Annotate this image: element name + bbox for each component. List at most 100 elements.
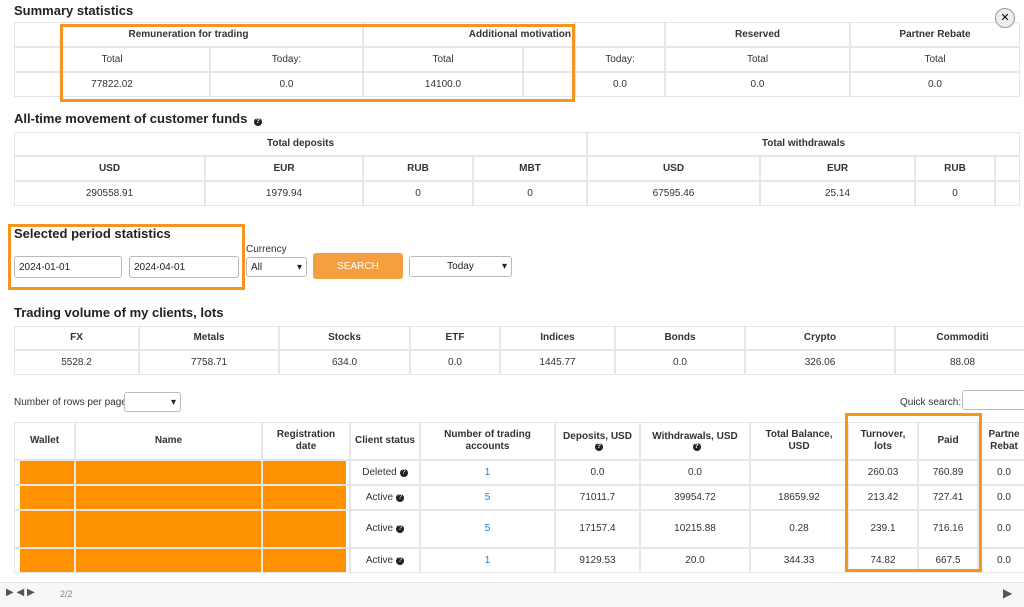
help-icon[interactable]: ? [399, 468, 408, 477]
value-cell-text: 0.0 [928, 78, 942, 90]
table-cell-text: 213.42 [867, 491, 899, 503]
group-header-text: Additional motivation [468, 28, 571, 40]
pager-buttons[interactable]: ▶ ◀ ▶ [6, 587, 35, 598]
value-cell: 0.0 [850, 72, 1020, 97]
table-cell: 0.0 [640, 460, 750, 485]
table-cell-text: 716.16 [932, 523, 964, 534]
range-select[interactable]: Today ▾ [409, 256, 512, 277]
table-cell-text: 18659.92 [778, 491, 820, 503]
table-cell-text: Deleted [362, 466, 397, 478]
value-cell: 0.0 [410, 350, 500, 375]
column-header-text: Partne Rebat [988, 429, 1020, 452]
volume-header: Bonds [615, 326, 745, 350]
table-cell [14, 460, 75, 485]
value-cell-text: 0.0 [279, 78, 294, 90]
subheader-text: Total [101, 53, 123, 65]
table-cell-text: 10215.88 [674, 523, 716, 534]
group-header [575, 22, 665, 47]
help-icon[interactable]: ? [396, 493, 405, 502]
next-button[interactable]: ▶ [1003, 586, 1013, 600]
date-to[interactable]: 2024-04-01 [129, 256, 239, 278]
value-cell-text: 0 [415, 187, 421, 199]
value-cell-text: 1445.77 [539, 356, 576, 368]
table-cell: 18659.92 [750, 485, 848, 510]
group-header-text: Remuneration for trading [128, 28, 249, 40]
table-cell: 0.0 [555, 460, 640, 485]
currency-header: RUB [363, 156, 473, 181]
value-cell: 77822.02 [14, 72, 210, 97]
table-cell-text: 0.0 [997, 554, 1011, 566]
period-title: Selected period statistics [14, 226, 171, 241]
table-cell [14, 548, 75, 573]
table-cell-text: 0.0 [997, 523, 1011, 534]
rows-per-page-select[interactable]: ▾ [124, 392, 181, 412]
column-header-text: Wallet [29, 435, 60, 446]
group-header-text: Reserved [734, 28, 781, 40]
subheader-text: Today: [605, 53, 635, 65]
value-cell [995, 181, 1020, 206]
table-cell-text: 239.1 [870, 523, 896, 534]
accounts-link[interactable]: 1 [420, 548, 555, 573]
search-button[interactable]: SEARCH [313, 253, 403, 279]
value-cell-text: 14100.0 [424, 78, 462, 90]
currency-header: USD [587, 156, 760, 181]
table-cell-text: 9129.53 [579, 554, 616, 566]
subheader: Total [850, 47, 1020, 72]
date-from[interactable]: 2024-01-01 [14, 256, 122, 278]
table-cell [75, 485, 262, 510]
table-cell-text: 0.0 [590, 466, 605, 478]
table-cell [750, 460, 848, 485]
accounts-link[interactable]: 5 [420, 485, 555, 510]
value-cell: 0 [915, 181, 995, 206]
value-cell-text: 326.06 [804, 356, 836, 368]
quick-search-input[interactable] [962, 390, 1024, 410]
help-icon[interactable]: ? [396, 556, 405, 565]
value-cell-text: 77822.02 [91, 78, 133, 90]
currency-header: EUR [205, 156, 363, 181]
help-icon[interactable]: ? [253, 118, 262, 126]
group-header: Total withdrawals [587, 132, 1020, 156]
table-cell [75, 548, 262, 573]
subheader: Total [14, 47, 210, 72]
column-header-text: Paid [937, 435, 959, 446]
quick-search-label: Quick search: [900, 397, 962, 408]
table-cell-text: 727.41 [932, 491, 964, 503]
column-header: Total Balance, USD [750, 422, 848, 460]
range-value: Today [447, 261, 474, 272]
help-icon[interactable]: ? [692, 443, 701, 451]
accounts-link[interactable]: 1 [420, 460, 555, 485]
value-cell: 67595.46 [587, 181, 760, 206]
close-button[interactable]: ✕ [995, 8, 1015, 28]
table-cell: 20.0 [640, 548, 750, 573]
table-cell: 0.0 [978, 460, 1024, 485]
table-cell: Active? [350, 485, 420, 510]
volume-header: Stocks [279, 326, 410, 350]
value-cell: 7758.71 [139, 350, 279, 375]
currency-header [995, 156, 1020, 181]
volume-header-text: Indices [540, 332, 575, 343]
column-header-text: Withdrawals, USD [652, 431, 738, 442]
currency-select[interactable]: All ▾ [246, 257, 307, 277]
column-header: Deposits, USD? [555, 422, 640, 460]
accounts-link[interactable]: 5 [420, 510, 555, 548]
volume-header-text: Bonds [664, 332, 696, 343]
value-cell-text: 5528.2 [61, 356, 92, 368]
value-cell: 88.08 [895, 350, 1024, 375]
column-header-text: Registration date [276, 429, 336, 452]
value-cell: 0 [363, 181, 473, 206]
currency-label: Currency [246, 244, 287, 255]
volume-header: ETF [410, 326, 500, 350]
table-cell: 239.1 [848, 510, 918, 548]
table-cell: Active? [350, 510, 420, 548]
currency-header-text: RUB [407, 162, 429, 174]
highlight [8, 224, 245, 290]
table-cell: 71011.7 [555, 485, 640, 510]
help-icon[interactable]: ? [396, 525, 405, 533]
subheader-text: Today: [271, 53, 302, 65]
help-icon[interactable]: ? [595, 443, 603, 451]
value-cell: 0.0 [665, 72, 850, 97]
footer: ▶ ◀ ▶ 2/2 ▶ [0, 582, 1024, 607]
group-header-text: Partner Rebate [899, 28, 971, 40]
column-header-text: Deposits, USD [563, 431, 632, 442]
table-cell-text: 344.33 [783, 554, 815, 566]
